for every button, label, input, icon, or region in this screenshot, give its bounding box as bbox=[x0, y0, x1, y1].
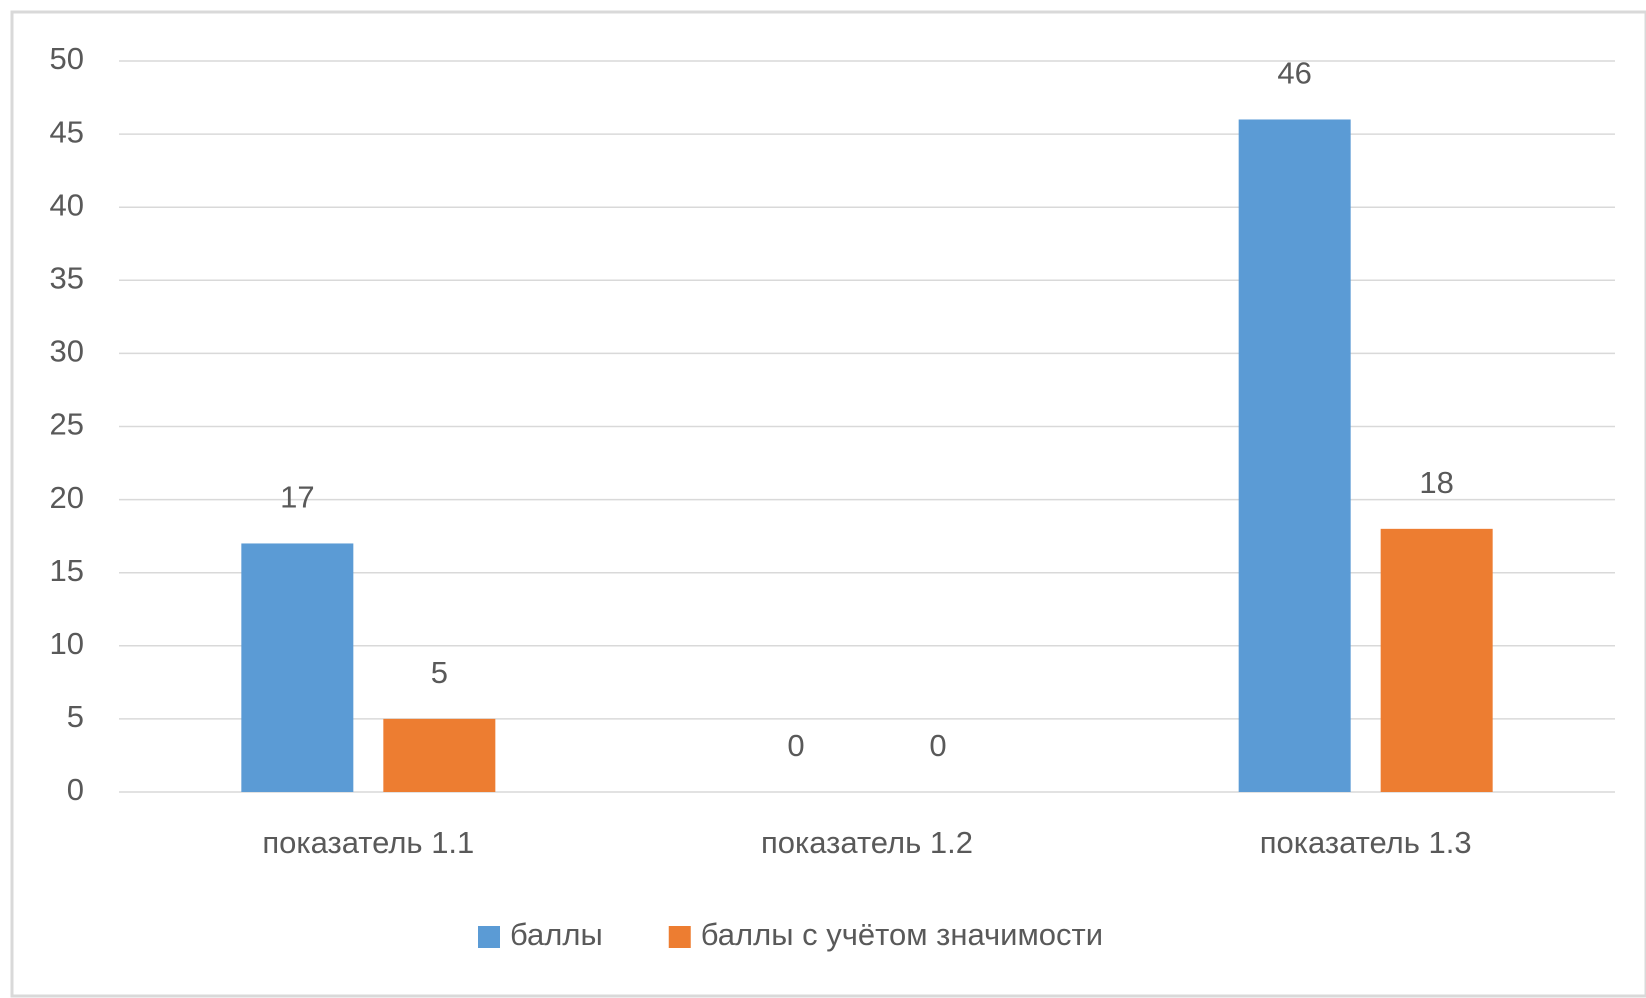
y-tick-label: 50 bbox=[50, 41, 84, 76]
y-tick-label: 10 bbox=[50, 626, 84, 661]
y-tick-label: 40 bbox=[50, 187, 84, 222]
legend-swatch bbox=[478, 926, 500, 948]
bar bbox=[383, 718, 496, 792]
y-tick-label: 30 bbox=[50, 334, 84, 369]
data-label: 18 bbox=[1419, 465, 1453, 500]
chart-frame bbox=[10, 10, 1646, 998]
legend-label: баллы bbox=[510, 917, 603, 952]
x-tick-label: показатель 1.3 bbox=[1260, 825, 1472, 860]
y-tick-label: 45 bbox=[50, 114, 84, 149]
y-tick-label: 35 bbox=[50, 260, 84, 295]
data-label: 17 bbox=[280, 480, 314, 515]
y-tick-label: 20 bbox=[50, 480, 84, 515]
x-tick-label: показатель 1.2 bbox=[761, 825, 973, 860]
bar bbox=[1238, 119, 1351, 793]
data-label: 0 bbox=[929, 728, 946, 763]
y-tick-label: 15 bbox=[50, 553, 84, 588]
x-tick-label: показатель 1.1 bbox=[262, 825, 474, 860]
legend-label: баллы с учётом значимости bbox=[701, 917, 1103, 952]
data-label: 0 bbox=[787, 728, 804, 763]
bar bbox=[241, 543, 354, 792]
legend-swatch bbox=[668, 926, 691, 948]
y-tick-label: 0 bbox=[67, 772, 84, 807]
y-tick-label: 25 bbox=[50, 407, 84, 442]
data-label: 46 bbox=[1277, 56, 1311, 91]
data-label: 5 bbox=[431, 655, 448, 690]
y-tick-label: 5 bbox=[67, 699, 84, 734]
bar bbox=[1380, 528, 1493, 792]
